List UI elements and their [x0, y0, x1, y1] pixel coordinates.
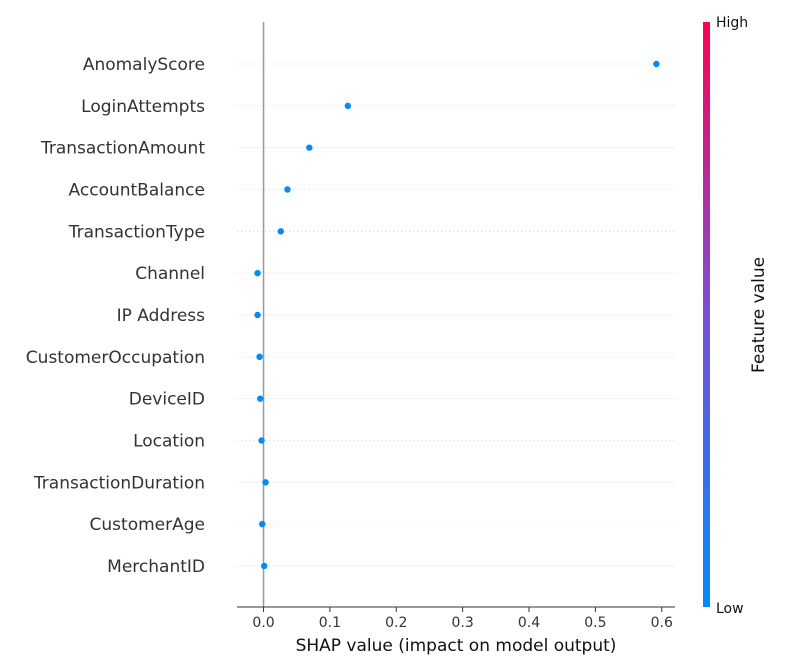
feature-labels: AnomalyScore LoginAttempts TransactionAmou…	[26, 55, 206, 577]
feature-label: DeviceID	[129, 390, 205, 410]
x-tick-label: 0.6	[651, 615, 673, 631]
x-tick-label: 0.3	[452, 615, 474, 631]
shap-point	[344, 102, 352, 110]
feature-label: AnomalyScore	[83, 55, 205, 75]
shap-point	[256, 353, 263, 361]
x-tick-label: 0.4	[518, 615, 540, 631]
feature-label: Location	[133, 431, 205, 451]
x-tick-label: 0.2	[385, 615, 407, 631]
colorbar-high-label: High	[716, 15, 748, 31]
x-tick-label: 0.0	[252, 615, 274, 631]
feature-label: TransactionAmount	[40, 139, 205, 159]
shap-point	[262, 479, 269, 486]
colorbar-title: Feature value	[749, 257, 769, 373]
feature-label: TransactionDuration	[33, 473, 205, 493]
shap-points	[254, 60, 660, 570]
feature-label: IP Address	[117, 306, 206, 326]
shap-point	[258, 437, 265, 444]
x-axis-title: SHAP value (impact on model output)	[296, 636, 617, 656]
feature-label: CustomerAge	[90, 515, 205, 535]
shap-point	[277, 228, 284, 235]
colorbar-low-label: Low	[716, 601, 744, 617]
x-tick-label: 0.1	[319, 615, 341, 631]
x-axis: 0.0 0.1 0.2 0.3 0.4 0.5 0.6	[237, 606, 675, 631]
shap-point	[261, 562, 268, 570]
shap-point	[254, 269, 261, 277]
shap-point	[653, 60, 660, 68]
feature-label: Channel	[135, 264, 205, 284]
feature-label: CustomerOccupation	[26, 348, 205, 368]
shap-point	[284, 186, 291, 193]
colorbar-gradient	[703, 22, 710, 607]
feature-label: AccountBalance	[69, 180, 205, 200]
feature-label: LoginAttempts	[81, 97, 205, 117]
shap-point	[257, 395, 264, 402]
shap-point	[259, 520, 266, 528]
feature-label: TransactionType	[68, 222, 205, 242]
colorbar: High Low Feature value	[703, 15, 769, 617]
x-tick-label: 0.5	[584, 615, 606, 631]
shap-point	[306, 144, 313, 151]
gridlines	[237, 63, 675, 567]
feature-label: MerchantID	[107, 557, 205, 577]
shap-point	[254, 311, 261, 319]
